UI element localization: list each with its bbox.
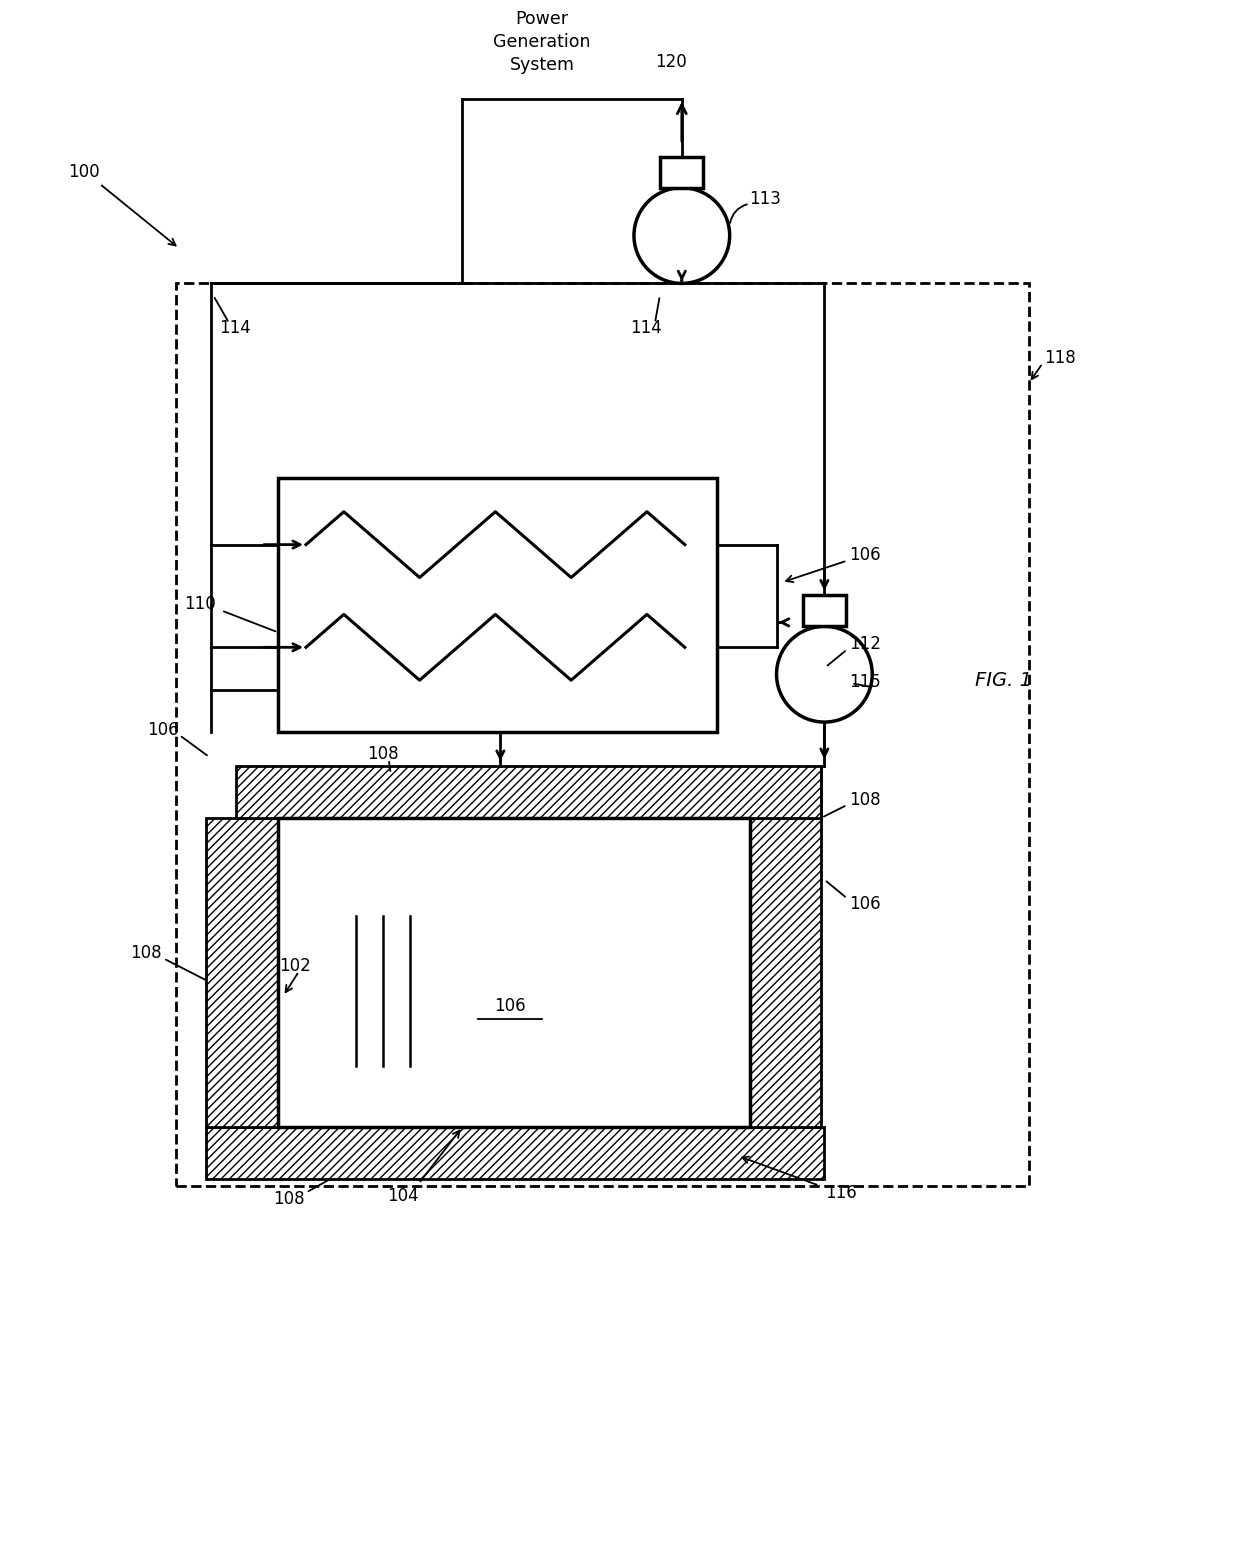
Text: FIG. 1: FIG. 1 [976, 670, 1033, 690]
Text: 116: 116 [826, 1183, 857, 1202]
Text: 106: 106 [148, 721, 180, 740]
Text: 114: 114 [630, 319, 662, 337]
Text: 112: 112 [849, 635, 882, 653]
Bar [206, 818, 278, 1126]
Text: 120: 120 [655, 52, 687, 71]
Text: 106: 106 [849, 546, 880, 564]
Text: 115: 115 [849, 673, 882, 692]
Bar [206, 1126, 825, 1179]
Bar [278, 478, 717, 732]
Text: 113: 113 [750, 190, 781, 208]
Bar [278, 818, 750, 1126]
Text: 106: 106 [495, 997, 526, 1016]
Text: 108: 108 [273, 1190, 305, 1208]
Text: 118: 118 [1044, 350, 1075, 367]
Text: 104: 104 [387, 1187, 418, 1205]
Text: 102: 102 [279, 957, 311, 975]
Bar [802, 595, 846, 626]
Bar [660, 157, 703, 188]
Text: 108: 108 [849, 791, 880, 809]
Bar [176, 284, 1029, 1185]
Bar [236, 766, 821, 818]
Text: 108: 108 [130, 945, 162, 963]
Text: 114: 114 [219, 319, 250, 337]
Text: Power
Generation
System: Power Generation System [494, 11, 591, 74]
Bar [750, 818, 821, 1126]
Text: 100: 100 [68, 163, 99, 180]
Text: 110: 110 [185, 595, 216, 613]
Text: 108: 108 [367, 744, 398, 763]
Text: 106: 106 [849, 894, 880, 912]
